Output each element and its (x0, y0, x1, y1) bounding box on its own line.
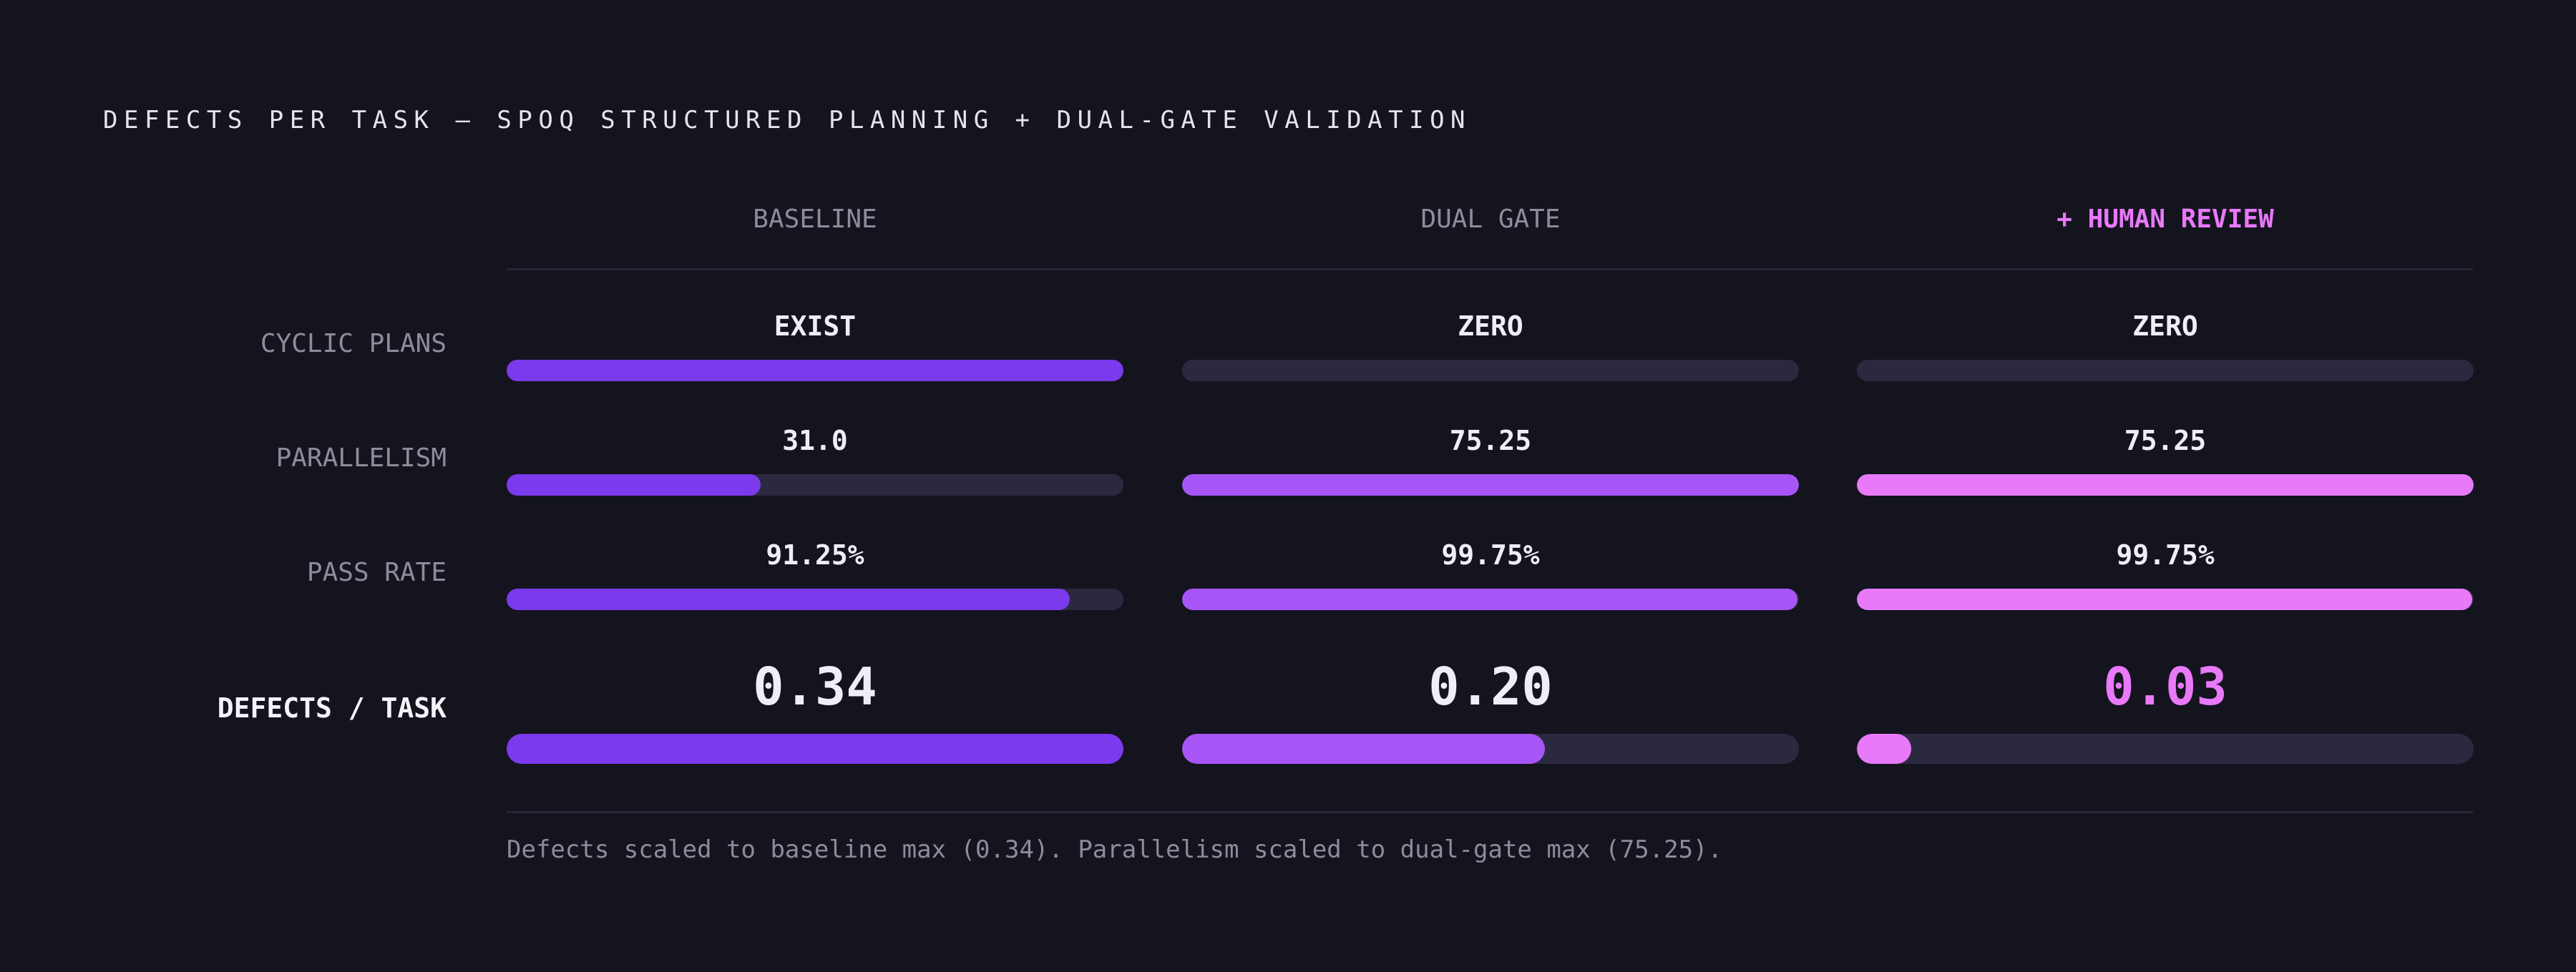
bar-parallelism-human-review (1857, 474, 2474, 496)
chart-title: DEFECTS PER TASK — SPOQ STRUCTURED PLANN… (103, 106, 1472, 134)
bar-track (507, 474, 1123, 496)
bar-track (507, 734, 1123, 764)
value-defects-human-review: 0.03 (2103, 657, 2228, 717)
row-label-parallelism: PARALLELISM (275, 443, 447, 473)
column-header-human-review: + HUMAN REVIEW (2057, 205, 2274, 234)
bar-pass-rate-baseline (507, 589, 1070, 610)
bar-pass-rate-human-review (1857, 589, 2472, 610)
value-cyclic-plans-dual-gate: ZERO (1458, 310, 1523, 342)
value-defects-dual-gate: 0.20 (1428, 657, 1553, 717)
row-label-defects-per-task: DEFECTS / TASK (217, 692, 447, 724)
bar-track (1182, 734, 1799, 764)
bar-cyclic-plans-baseline (507, 360, 1123, 381)
bar-track (1182, 360, 1799, 381)
bar-pass-rate-dual-gate (1182, 589, 1797, 610)
bar-defects-human-review (1857, 734, 1912, 764)
value-cyclic-plans-baseline: EXIST (774, 310, 857, 342)
bar-track (507, 589, 1123, 610)
value-pass-rate-baseline: 91.25% (766, 539, 864, 571)
value-pass-rate-human-review: 99.75% (2116, 539, 2215, 571)
value-parallelism-dual-gate: 75.25 (1449, 425, 1532, 456)
bar-parallelism-dual-gate (1182, 474, 1799, 496)
bar-track (1857, 734, 2474, 764)
value-parallelism-baseline: 31.0 (782, 425, 848, 456)
bar-track (507, 360, 1123, 381)
bar-parallelism-baseline (507, 474, 761, 496)
bar-track (1857, 360, 2474, 381)
bar-defects-baseline (507, 734, 1123, 764)
header-divider (507, 268, 2473, 270)
value-defects-baseline: 0.34 (753, 657, 877, 717)
value-cyclic-plans-human-review: ZERO (2132, 310, 2198, 342)
bar-track (1857, 589, 2474, 610)
bar-track (1182, 589, 1799, 610)
footer-divider (507, 811, 2473, 813)
row-label-cyclic-plans: CYCLIC PLANS (260, 329, 447, 358)
value-parallelism-human-review: 75.25 (2124, 425, 2207, 456)
column-header-dual-gate: DUAL GATE (1420, 205, 1561, 234)
column-header-baseline: BASELINE (753, 205, 877, 234)
footnote: Defects scaled to baseline max (0.34). P… (507, 835, 1722, 864)
value-pass-rate-dual-gate: 99.75% (1441, 539, 1540, 571)
bar-defects-dual-gate (1182, 734, 1546, 764)
row-label-pass-rate: PASS RATE (306, 558, 447, 587)
bar-track (1857, 474, 2474, 496)
bar-track (1182, 474, 1799, 496)
